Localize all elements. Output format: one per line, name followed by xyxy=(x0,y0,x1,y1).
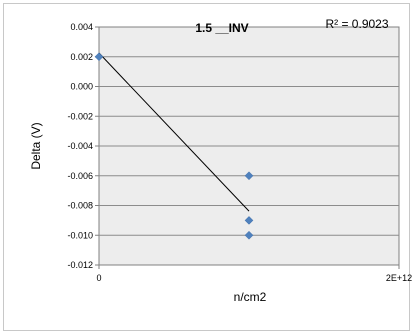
data-point xyxy=(244,230,254,240)
data-point xyxy=(244,216,254,225)
x-axis-ticks: 0 2E+12 xyxy=(96,265,412,283)
y-tick-label: -0.008 xyxy=(67,201,93,211)
x-axis-title: n/cm2 xyxy=(234,290,267,304)
y-axis-ticks: 0.004 0.002 0.000 -0.002 -0.004 -0.006 -0.008 -… xyxy=(67,22,99,270)
trendline xyxy=(98,52,250,212)
x-tick-label: 0 xyxy=(96,273,101,283)
x-tick-label: 2E+12 xyxy=(386,273,412,283)
y-tick-label: -0.002 xyxy=(67,111,93,121)
r-squared-label: R² = 0.9023 xyxy=(325,17,388,31)
y-tick-label: -0.006 xyxy=(67,171,93,181)
chart-title: 1.5 __INV xyxy=(195,21,248,35)
y-tick-label: -0.012 xyxy=(67,260,93,270)
data-point xyxy=(244,171,254,181)
data-points xyxy=(94,52,254,240)
y-tick-label: -0.010 xyxy=(67,230,93,240)
y-tick-label: 0.000 xyxy=(70,82,93,92)
trendline-group xyxy=(98,52,250,212)
y-tick-label: 0.002 xyxy=(70,52,93,62)
y-tick-label: 0.004 xyxy=(70,22,93,32)
y-tick-label: -0.004 xyxy=(67,141,93,151)
data-point xyxy=(94,52,104,62)
y-axis-title: Delta (V) xyxy=(29,122,43,169)
